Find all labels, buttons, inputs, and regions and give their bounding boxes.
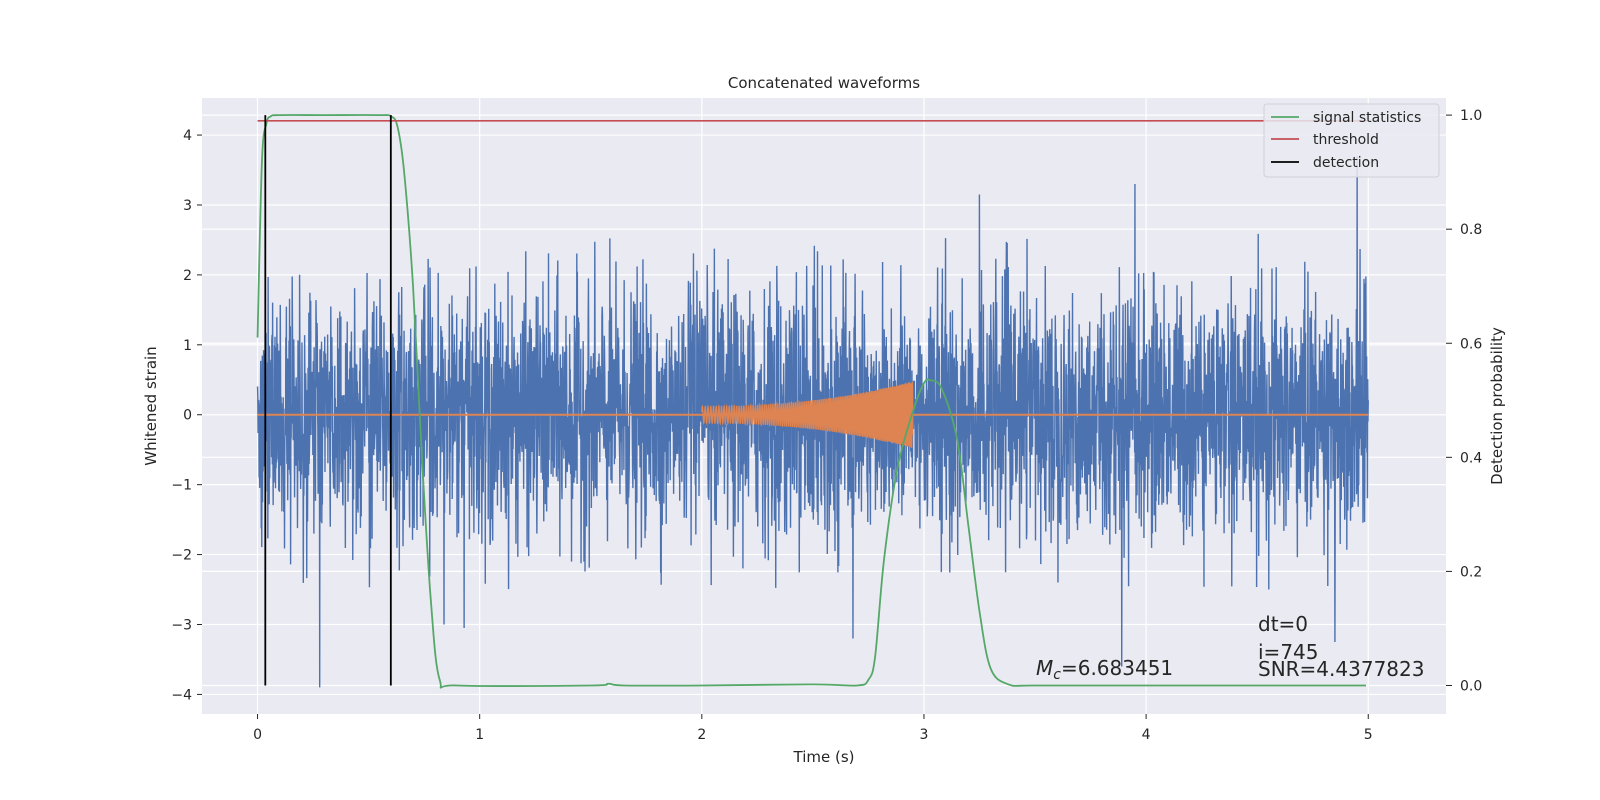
legend-label-threshold: threshold [1313,132,1379,148]
signal-statistics-line [256,114,1367,689]
annotation-mc-value: =6.683451 [1061,656,1173,680]
y2-tick-label: 0.8 [1460,222,1482,238]
y-axis-label: Whitened strain [142,346,160,465]
x-axis: 0 1 2 3 4 5 [253,714,1373,743]
x-tick-label: 1 [475,727,484,743]
y-tick-label: −4 [171,687,192,703]
annotation-dt: dt=0 [1258,612,1308,636]
x-tick-label: 4 [1142,727,1151,743]
y-tick-label: 2 [183,268,192,284]
y-tick-label: 1 [183,338,192,354]
y2-tick-label: 0.6 [1460,336,1482,352]
y-tick-label: −3 [171,618,192,634]
legend-label-detection: detection [1313,155,1379,171]
chart-title: Concatenated waveforms [728,74,920,92]
legend: signal statistics threshold detection [1263,103,1440,178]
x-tick-label: 5 [1364,727,1373,743]
y-tick-label: −1 [171,478,192,494]
noise-line [256,156,1369,688]
annotation-snr: SNR=4.4377823 [1258,657,1424,681]
y2-tick-label: 1.0 [1460,108,1482,124]
x-tick-label: 0 [253,727,262,743]
x-axis-label: Time (s) [793,748,855,766]
annotation-mc-subscript: c [1053,667,1061,683]
annotation-chirp-mass: Mc=6.683451 [1036,656,1173,683]
annotation-mc-symbol: M [1036,656,1053,680]
y-tick-label: 0 [183,408,192,424]
noise-series [256,156,1369,688]
y-axis-left: 4 3 2 1 0 −1 −2 −3 −4 [171,128,202,703]
y-tick-label: 3 [183,198,192,214]
annotation-index: i=745 [1258,640,1319,664]
y2-tick-label: 0.2 [1460,564,1482,580]
legend-frame [1263,103,1440,178]
y2-tick-label: 0.4 [1460,450,1482,466]
y-tick-label: 4 [183,128,192,144]
chirp-line [701,381,914,448]
y-tick-label: −2 [171,548,192,564]
x-tick-label: 3 [920,727,929,743]
y-axis-right: 1.0 0.8 0.6 0.4 0.2 0.0 [1446,108,1482,694]
y2-axis-label: Detection probability [1488,327,1506,485]
probability-layer [256,114,1369,689]
chirp-series [257,381,1369,448]
x-tick-label: 2 [697,727,706,743]
legend-label-signal-statistics: signal statistics [1313,110,1421,126]
y2-tick-label: 0.0 [1460,678,1482,694]
